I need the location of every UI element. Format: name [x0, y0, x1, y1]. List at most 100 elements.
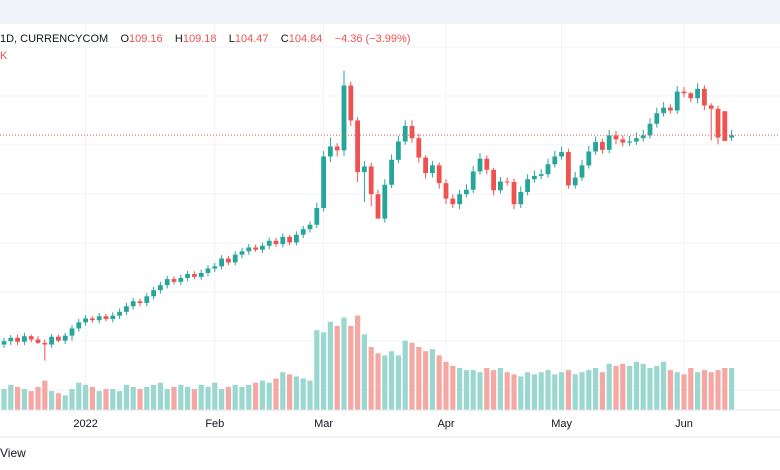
- candle-body: [239, 251, 245, 255]
- candle: [579, 159, 585, 181]
- volume-bar: [586, 370, 592, 410]
- candle-body: [396, 141, 401, 160]
- candle: [171, 276, 177, 285]
- volume-bar: [484, 368, 490, 410]
- candle-body: [477, 158, 483, 172]
- symbol-label[interactable]: 1D, CURRENCYCOM: [0, 33, 109, 45]
- volume-bar: [647, 368, 653, 410]
- candle-body: [504, 181, 510, 183]
- candle: [681, 87, 687, 98]
- candle: [647, 118, 653, 139]
- candle: [144, 292, 150, 307]
- candle-body: [681, 91, 687, 94]
- candle: [192, 271, 197, 280]
- candle-body: [294, 234, 299, 243]
- candle: [198, 269, 204, 280]
- volume-bar: [552, 374, 558, 410]
- candle: [266, 237, 272, 250]
- volume-bars: [1, 315, 735, 410]
- candle-body: [42, 342, 48, 345]
- candle: [409, 120, 415, 143]
- candle: [158, 281, 163, 294]
- candle-body: [205, 268, 211, 273]
- volume-bar: [157, 382, 163, 410]
- volume-bar: [232, 384, 238, 410]
- candle: [287, 234, 292, 246]
- candle: [559, 146, 564, 160]
- volume-bar: [76, 382, 82, 410]
- candle-body: [246, 247, 252, 252]
- volume-bar: [62, 395, 68, 410]
- volume-bar: [171, 386, 177, 410]
- candle: [110, 312, 116, 323]
- volume-bar: [443, 361, 449, 410]
- volume-bar: [565, 370, 571, 410]
- volume-bar: [511, 374, 517, 410]
- volume-bar: [463, 370, 469, 410]
- candle-body: [470, 171, 476, 190]
- volume-bar: [151, 384, 157, 410]
- candle-body: [56, 336, 61, 341]
- volume-bar: [49, 391, 55, 410]
- volume-bar: [627, 365, 633, 410]
- volume-bar: [117, 391, 123, 410]
- volume-bar: [545, 370, 551, 410]
- candle-body: [219, 258, 224, 267]
- volume-bar: [185, 386, 191, 410]
- candle-body: [484, 158, 490, 170]
- candle: [178, 274, 184, 286]
- volume-bar: [1, 389, 7, 410]
- volume-bar: [416, 347, 422, 410]
- candle-body: [532, 175, 537, 180]
- candle: [151, 286, 156, 300]
- candle: [355, 117, 360, 182]
- candle: [436, 162, 442, 189]
- volume-label: K: [0, 50, 8, 62]
- volume-bar: [681, 374, 687, 410]
- candle: [566, 148, 571, 189]
- candle: [627, 135, 632, 146]
- top-toolbar: [0, 0, 780, 24]
- candle-body: [416, 138, 422, 158]
- candle-body: [620, 139, 626, 143]
- view-button[interactable]: View: [0, 446, 26, 460]
- low-label: L: [228, 33, 235, 45]
- candle: [702, 85, 707, 110]
- candle: [56, 334, 61, 343]
- x-tick-label: Mar: [314, 418, 333, 430]
- volume-bar: [348, 326, 354, 410]
- open-value: 109.16: [129, 33, 163, 45]
- candle-body: [708, 105, 714, 109]
- candle-body: [511, 182, 517, 205]
- candle-body: [212, 266, 218, 269]
- volume-bar: [300, 378, 306, 410]
- candle-body: [525, 179, 530, 192]
- candle: [103, 314, 109, 322]
- candle: [185, 270, 190, 282]
- candle: [232, 251, 238, 266]
- volume-bar: [525, 372, 531, 410]
- candle-body: [273, 240, 279, 245]
- candle: [572, 172, 578, 189]
- volume-bar: [341, 317, 347, 410]
- candle: [586, 145, 592, 169]
- volume-bar: [219, 389, 225, 410]
- candle: [8, 335, 14, 346]
- candle-body: [695, 88, 700, 99]
- x-tick-label: Apr: [437, 418, 454, 430]
- candle: [96, 312, 102, 324]
- candle: [212, 262, 218, 272]
- volume-bar: [429, 349, 435, 410]
- candle-body: [450, 198, 456, 205]
- candle: [83, 315, 88, 326]
- candle: [294, 231, 299, 246]
- candle: [443, 179, 449, 205]
- volume-bar: [722, 368, 728, 410]
- volume-bar: [368, 347, 374, 410]
- candle: [300, 225, 306, 239]
- candle: [15, 334, 20, 346]
- candle: [219, 255, 224, 270]
- candle: [130, 297, 136, 310]
- candle-body: [164, 279, 170, 286]
